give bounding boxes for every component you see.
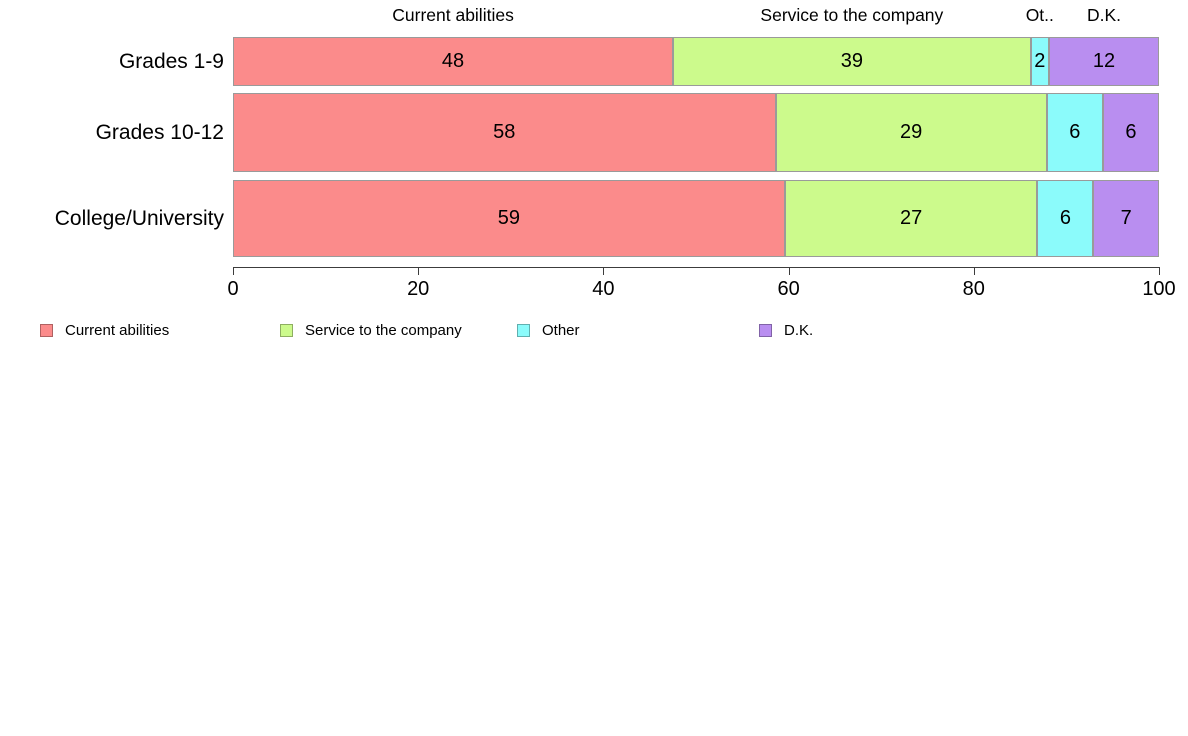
bar-segment: 29 bbox=[775, 93, 1047, 172]
bar-value-label: 6 bbox=[1125, 121, 1137, 143]
axis-tick-label: 0 bbox=[227, 278, 239, 300]
bar-row: 48 39 2 12 bbox=[233, 37, 1159, 86]
legend-item: Other bbox=[517, 321, 580, 339]
bar-segment: 7 bbox=[1093, 180, 1159, 257]
bar-segment: 6 bbox=[1046, 93, 1103, 172]
bar-value-label: 2 bbox=[1034, 50, 1046, 72]
legend-swatch bbox=[517, 323, 530, 337]
axis-tick bbox=[973, 268, 975, 275]
axis-tick-label: 40 bbox=[592, 278, 615, 300]
axis-tick-label: 80 bbox=[962, 278, 985, 300]
legend-swatch bbox=[759, 323, 772, 337]
legend-label: Current abilities bbox=[65, 321, 170, 339]
bar-segment: 27 bbox=[784, 180, 1038, 257]
column-header: D.K. bbox=[1086, 5, 1122, 25]
legend-item: D.K. bbox=[759, 321, 814, 339]
bar-value-label: 7 bbox=[1120, 207, 1132, 229]
column-header: Current abilities bbox=[392, 5, 514, 25]
bar-value-label: 48 bbox=[441, 50, 465, 72]
axis-tick-label: 20 bbox=[407, 278, 430, 300]
axis-tick-label: 60 bbox=[777, 278, 800, 300]
bar-segment: 58 bbox=[233, 93, 776, 172]
axis-tick bbox=[603, 268, 605, 275]
bar-row: 58 29 6 6 bbox=[233, 93, 1159, 172]
bar-value-label: 59 bbox=[497, 207, 521, 229]
axis-tick bbox=[418, 268, 420, 275]
axis-line bbox=[233, 267, 1160, 268]
bar-segment: 12 bbox=[1048, 37, 1159, 86]
column-header: Service to the company bbox=[760, 5, 944, 25]
bar-value-label: 27 bbox=[899, 207, 923, 229]
axis-tick bbox=[1159, 268, 1160, 275]
bar-segment: 6 bbox=[1037, 180, 1094, 257]
category-label: College/University bbox=[54, 206, 224, 230]
category-label: Grades 1-9 bbox=[118, 49, 224, 73]
bar-value-label: 39 bbox=[840, 50, 863, 72]
legend-swatch bbox=[280, 323, 293, 337]
bar-segment: 6 bbox=[1102, 93, 1159, 172]
bar-value-label: 6 bbox=[1069, 121, 1081, 143]
axis-tick-label: 100 bbox=[1142, 278, 1176, 300]
bar-value-label: 58 bbox=[493, 121, 516, 143]
bar-value-label: 29 bbox=[900, 121, 923, 143]
legend-item: Current abilities bbox=[40, 321, 170, 339]
bar-segment: 59 bbox=[233, 180, 785, 257]
legend-label: Service to the company bbox=[305, 321, 462, 339]
bar-value-label: 6 bbox=[1059, 207, 1071, 229]
axis-tick bbox=[788, 268, 790, 275]
legend-item: Service to the company bbox=[280, 321, 462, 339]
bar-segment: 48 bbox=[233, 37, 674, 86]
bar-value-label: 12 bbox=[1092, 50, 1116, 72]
column-header: Ot.. bbox=[1025, 5, 1054, 25]
bar-segment: 2 bbox=[1030, 37, 1049, 86]
category-label: Grades 10-12 bbox=[95, 120, 224, 144]
legend-swatch bbox=[40, 323, 53, 337]
bar-segment: 39 bbox=[673, 37, 1031, 86]
legend-label: Other bbox=[542, 321, 580, 339]
axis-tick bbox=[233, 268, 234, 275]
bar-row: 59 27 6 7 bbox=[233, 180, 1159, 257]
legend-label: D.K. bbox=[784, 321, 814, 339]
